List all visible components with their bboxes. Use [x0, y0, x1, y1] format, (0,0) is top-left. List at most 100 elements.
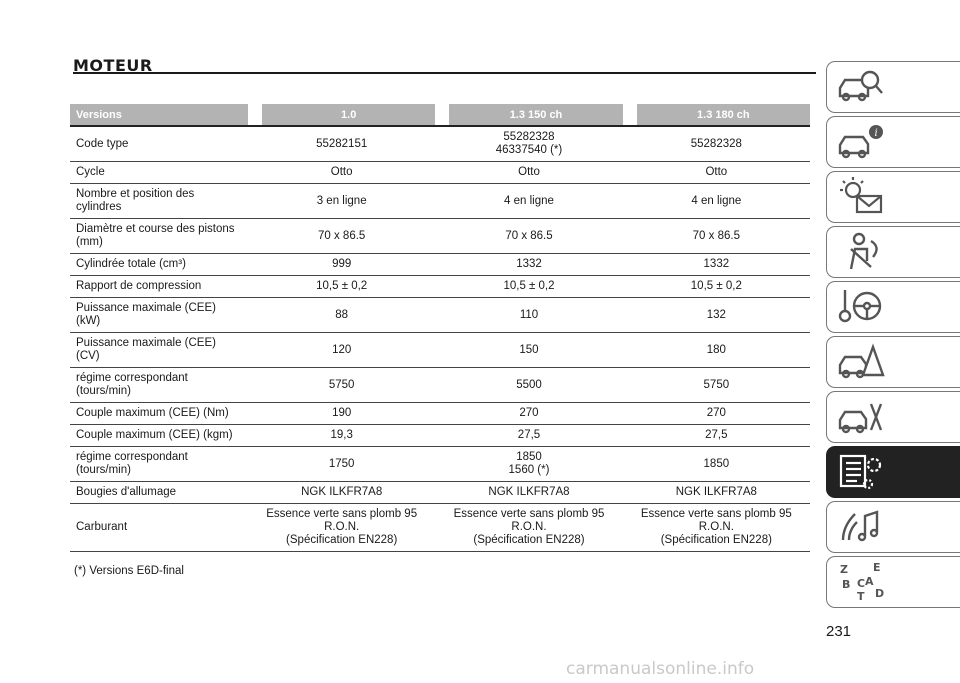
table-row: Code type 55282151 55282328 46337540 (*) 552…: [70, 125, 810, 161]
cell-line: 10,5 ± 0,2: [503, 280, 555, 292]
row-label: Code type: [70, 125, 248, 161]
cell-version-2: 55282328 46337540 (*): [435, 125, 623, 161]
header-versions: Versions: [70, 104, 248, 125]
cell-line: 120: [332, 343, 352, 356]
cell-version-1: 88: [248, 297, 436, 332]
cell-line: 27,5: [705, 429, 728, 441]
cell-line: 1750: [328, 457, 355, 470]
page-title: MOTEUR: [73, 56, 153, 75]
cell-line: (Spécification EN228): [473, 534, 585, 546]
cell-version-2: 150: [435, 332, 623, 367]
table-row: Carburant Essence verte sans plomb 95 R.O.…: [70, 503, 810, 552]
cell-line: NGK ILKFR7A8: [301, 486, 383, 498]
cell-version-1: 10,5 ± 0,2: [248, 275, 436, 297]
table-row: Diamètre et course des pistons (mm) 70 x …: [70, 218, 810, 253]
sidebar-tab-emergency[interactable]: [826, 336, 960, 388]
table-row: Couple maximum (CEE) (Nm) 190 270 270: [70, 402, 810, 424]
row-label: Nombre et position des cylindres: [70, 183, 248, 218]
engine-spec-table: Versions 1.0 1.3 150 ch 1.3 180 ch Code …: [70, 104, 810, 552]
cell-version-3: 10,5 ± 0,2: [622, 275, 810, 297]
cell-line: 46337540 (*): [495, 144, 563, 156]
cell-version-1: 120: [248, 332, 436, 367]
title-divider: [73, 72, 816, 74]
cell-line: 70 x 86.5: [692, 229, 740, 242]
cell-version-1: 70 x 86.5: [248, 218, 436, 253]
row-label: Puissance maximale (CEE) (kW): [70, 297, 248, 332]
car-info-icon: i: [838, 125, 883, 159]
sidebar-tab-warning-lights[interactable]: [826, 171, 960, 223]
cell-version-3: 55282328: [622, 125, 810, 161]
cell-line: 1850: [703, 457, 730, 470]
cell-version-2: 1850 1560 (*): [435, 446, 623, 481]
table-row: régime correspondant (tours/min) 5750 5500…: [70, 367, 810, 402]
table-row: Puissance maximale (CEE) (CV) 120 150 180: [70, 332, 810, 367]
cell-version-1: 1750: [248, 446, 436, 481]
cell-line: 4 en ligne: [691, 194, 742, 207]
sidebar-tab-dashboard[interactable]: [826, 61, 960, 113]
cell-version-2: Otto: [435, 161, 623, 183]
cell-version-1: 190: [248, 402, 436, 424]
cell-line: NGK ILKFR7A8: [675, 486, 757, 498]
table-row: Puissance maximale (CEE) (kW) 88 110 132: [70, 297, 810, 332]
row-label: régime correspondant (tours/min): [70, 446, 248, 481]
table-body: Code type 55282151 55282328 46337540 (*) 552…: [70, 125, 810, 552]
cell-version-3: 27,5: [622, 424, 810, 446]
cell-version-1: 5750: [248, 367, 436, 402]
cell-version-1: 19,3: [248, 424, 436, 446]
cell-line: R.O.N.: [511, 521, 547, 533]
cell-version-3: 70 x 86.5: [622, 218, 810, 253]
header-version-1-0: 1.0: [248, 104, 436, 125]
warning-light-envelope-icon: [840, 177, 883, 214]
cell-line: 270: [706, 407, 726, 419]
cell-version-3: 1850: [622, 446, 810, 481]
sidebar-tab-maintenance[interactable]: [826, 391, 960, 443]
cell-line: Otto: [518, 166, 540, 178]
cell-line: 5500: [516, 378, 542, 391]
cell-line: 55282151: [316, 137, 368, 150]
cell-version-3: 270: [622, 402, 810, 424]
table-row: Cylindrée totale (cm³) 999 1332 1332: [70, 253, 810, 275]
cell-line: Essence verte sans plomb 95: [266, 508, 418, 520]
row-label: Cycle: [70, 161, 248, 183]
row-label: Carburant: [70, 503, 248, 552]
cell-line: 270: [519, 407, 539, 419]
sidebar-tab-technical-specs[interactable]: [826, 446, 960, 498]
cell-line: 1560 (*): [508, 464, 550, 476]
cell-version-2: Essence verte sans plomb 95 R.O.N. (Spécif…: [435, 503, 623, 552]
cell-line: 1850: [516, 451, 542, 463]
car-warning-triangle-icon: [838, 343, 885, 379]
cell-version-2: 70 x 86.5: [435, 218, 623, 253]
cell-line: 180: [706, 343, 726, 356]
cell-line: 27,5: [517, 429, 541, 441]
sidebar-tab-safety[interactable]: [826, 226, 960, 278]
index-letter: T: [857, 590, 865, 603]
sidebar-tab-index[interactable]: Z E B C A D T: [826, 556, 960, 608]
watermark: carmanualsonline.info: [566, 659, 755, 679]
cell-line: 5750: [328, 378, 355, 391]
cell-version-1: 55282151: [248, 125, 436, 161]
cell-version-2: 10,5 ± 0,2: [435, 275, 623, 297]
cell-line: 19,3: [330, 429, 353, 441]
cell-version-3: 5750: [622, 367, 810, 402]
sidebar-tab-vehicle-info[interactable]: i: [826, 116, 960, 168]
cell-line: 1332: [703, 258, 730, 270]
cell-line: 55282328: [690, 137, 742, 150]
cell-line: 110: [519, 308, 539, 321]
table-row: Nombre et position des cylindres 3 en lig…: [70, 183, 810, 218]
cell-version-3: 132: [622, 297, 810, 332]
cell-line: 3 en ligne: [316, 194, 367, 207]
sidebar-tab-multimedia[interactable]: [826, 501, 960, 553]
cell-version-2: 27,5: [435, 424, 623, 446]
sidebar-tab-starting-driving[interactable]: [826, 281, 960, 333]
cell-line: R.O.N.: [324, 521, 360, 533]
car-wrench-icon: [838, 403, 883, 434]
cell-version-3: Otto: [622, 161, 810, 183]
index-letter: E: [873, 561, 881, 574]
cell-line: (Spécification EN228): [660, 534, 772, 546]
cell-version-2: NGK ILKFR7A8: [435, 481, 623, 503]
table-row: Couple maximum (CEE) (kgm) 19,3 27,5 27,5: [70, 424, 810, 446]
cell-line: 10,5 ± 0,2: [690, 280, 742, 292]
cell-line: 70 x 86.5: [318, 229, 366, 242]
cell-version-3: 4 en ligne: [622, 183, 810, 218]
index-letter: Z: [840, 563, 848, 576]
